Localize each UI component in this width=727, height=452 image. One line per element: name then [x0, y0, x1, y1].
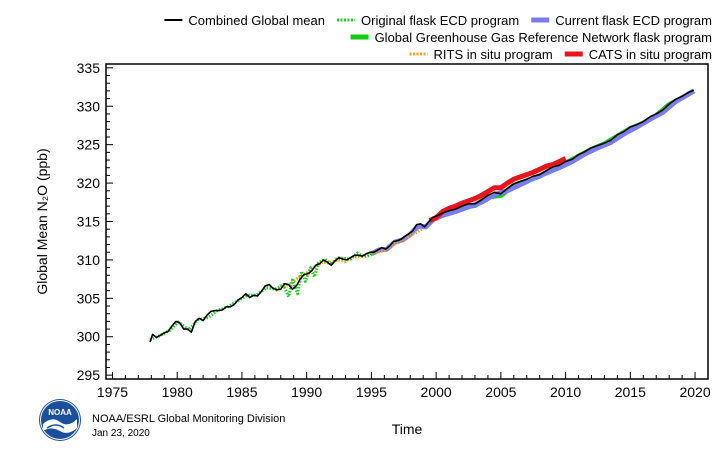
x-tick-label: 2005 [485, 384, 516, 400]
x-tick-label: 2020 [679, 384, 710, 400]
x-tick-label: 1995 [356, 384, 387, 400]
y-tick-label: 310 [77, 252, 101, 268]
organization-label: NOAA/ESRL Global Monitoring Division [92, 413, 286, 425]
y-tick-label: 295 [77, 367, 101, 383]
x-axis-label: Time [392, 421, 423, 437]
x-tick-label: 1980 [162, 384, 193, 400]
x-tick-label: 1990 [291, 384, 322, 400]
series-layer [149, 88, 696, 343]
legend-label-0: Combined Global mean [188, 13, 325, 28]
y-tick-label: 305 [77, 290, 101, 306]
x-tick-label: 1985 [226, 384, 257, 400]
series-line-2 [370, 88, 696, 257]
y-tick-label: 315 [77, 214, 101, 230]
x-tick-label: 2010 [550, 384, 581, 400]
y-tick-label: 320 [77, 175, 101, 191]
legend-label-1: Original flask ECD program [361, 13, 519, 28]
series-line-0 [149, 89, 695, 343]
y-axis-label: Global Mean N₂O (ppb) [34, 148, 50, 294]
legend-label-3: Global Greenhouse Gas Reference Network … [375, 30, 712, 45]
x-axis: 1975 1980 1985 1990 1995 2000 2005 2010 2015 2020 [97, 372, 711, 400]
y-tick-label: 300 [77, 329, 101, 345]
y-tick-label: 335 [77, 60, 101, 76]
noaa-logo: NOAA [39, 399, 81, 441]
x-tick-label: 2015 [615, 384, 646, 400]
legend-label-5: CATS in situ program [589, 47, 712, 62]
legend-label-2: Current flask ECD program [555, 13, 712, 28]
legend-label-4: RITS in situ program [434, 47, 553, 62]
footer: NOAA NOAA/ESRL Global Monitoring Divisio… [38, 398, 298, 446]
x-tick-label: 1975 [97, 384, 128, 400]
x-tick-label: 2000 [421, 384, 452, 400]
legend: Current flask ECD program Original flask … [164, 13, 712, 62]
series-line-5 [428, 156, 567, 223]
noaa-logo-text: NOAA [48, 408, 72, 417]
series-line-1 [149, 249, 377, 342]
date-label: Jan 23, 2020 [92, 428, 150, 439]
y-tick-label: 325 [77, 137, 101, 153]
plot-frame [105, 63, 709, 380]
y-axis: 295 300 305 310 315 320 325 330 335 [77, 60, 113, 383]
y-tick-label: 330 [77, 98, 101, 114]
